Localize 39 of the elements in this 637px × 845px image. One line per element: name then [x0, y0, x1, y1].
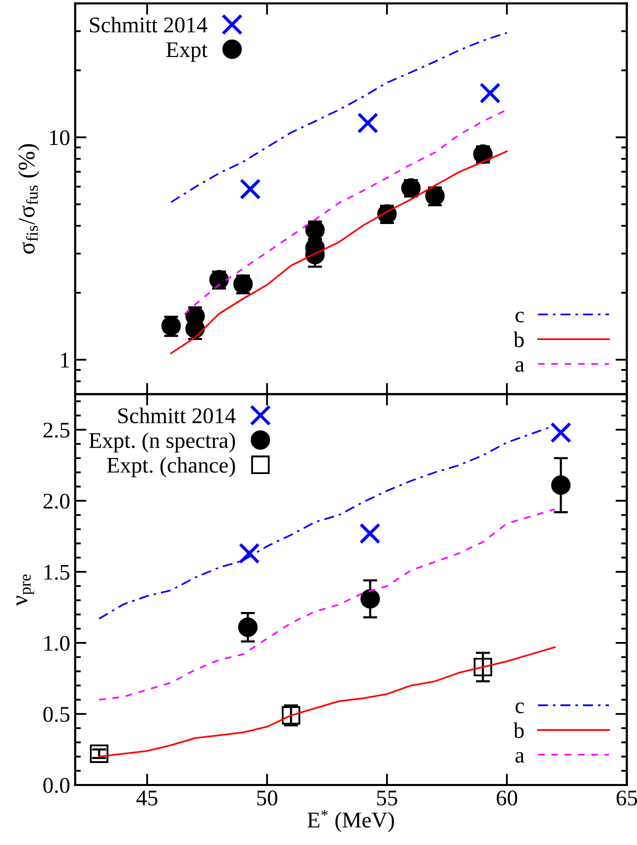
legend-label: Expt. (n spectra)	[89, 432, 235, 453]
legend-label: c	[516, 702, 524, 714]
point	[480, 82, 501, 104]
point	[550, 422, 572, 444]
point	[360, 589, 380, 609]
point	[90, 744, 108, 763]
y-axis-title: σ$_{fis}$/σ$_{fus}$ (%)	[18, 144, 40, 254]
legend-label: b	[513, 332, 524, 348]
point	[238, 618, 258, 637]
point	[238, 542, 260, 564]
point	[551, 475, 571, 495]
y-tick-label: 2.5	[44, 422, 70, 438]
y-tick-label: 1	[61, 352, 69, 368]
y-tick-label: 0.0	[43, 778, 70, 794]
legend-label: Expt. (chance)	[107, 457, 235, 478]
legend-label: Schmitt 2014	[90, 16, 208, 32]
y-tick-label: 1.5	[44, 564, 70, 580]
point	[359, 522, 380, 544]
y-tick-label: 0.5	[43, 706, 70, 722]
x-tick-label: 45	[136, 790, 158, 806]
x-axis-title: E$^{*}$ (MeV)	[308, 810, 394, 832]
y-tick-label: 1.0	[44, 636, 70, 651]
legend-label: a	[516, 361, 524, 372]
legend-label: Expt	[166, 42, 208, 62]
point	[474, 658, 492, 676]
y-tick-label: 10	[50, 130, 70, 146]
legend-label: a	[516, 752, 524, 763]
legend-label: Schmitt 2014	[118, 408, 236, 424]
legend-label: b	[513, 722, 524, 738]
line-series	[98, 508, 556, 701]
x-tick-label: 60	[496, 790, 518, 806]
point	[240, 178, 261, 200]
x-tick-label: 50	[257, 790, 278, 806]
x-tick-label: 65	[616, 790, 637, 806]
point	[357, 112, 378, 134]
y-tick-label: 2.0	[44, 494, 70, 509]
legend-label: c	[516, 312, 524, 322]
x-tick-label: 55	[377, 790, 398, 806]
y-axis-title: ν$_{pre}$	[16, 574, 34, 606]
